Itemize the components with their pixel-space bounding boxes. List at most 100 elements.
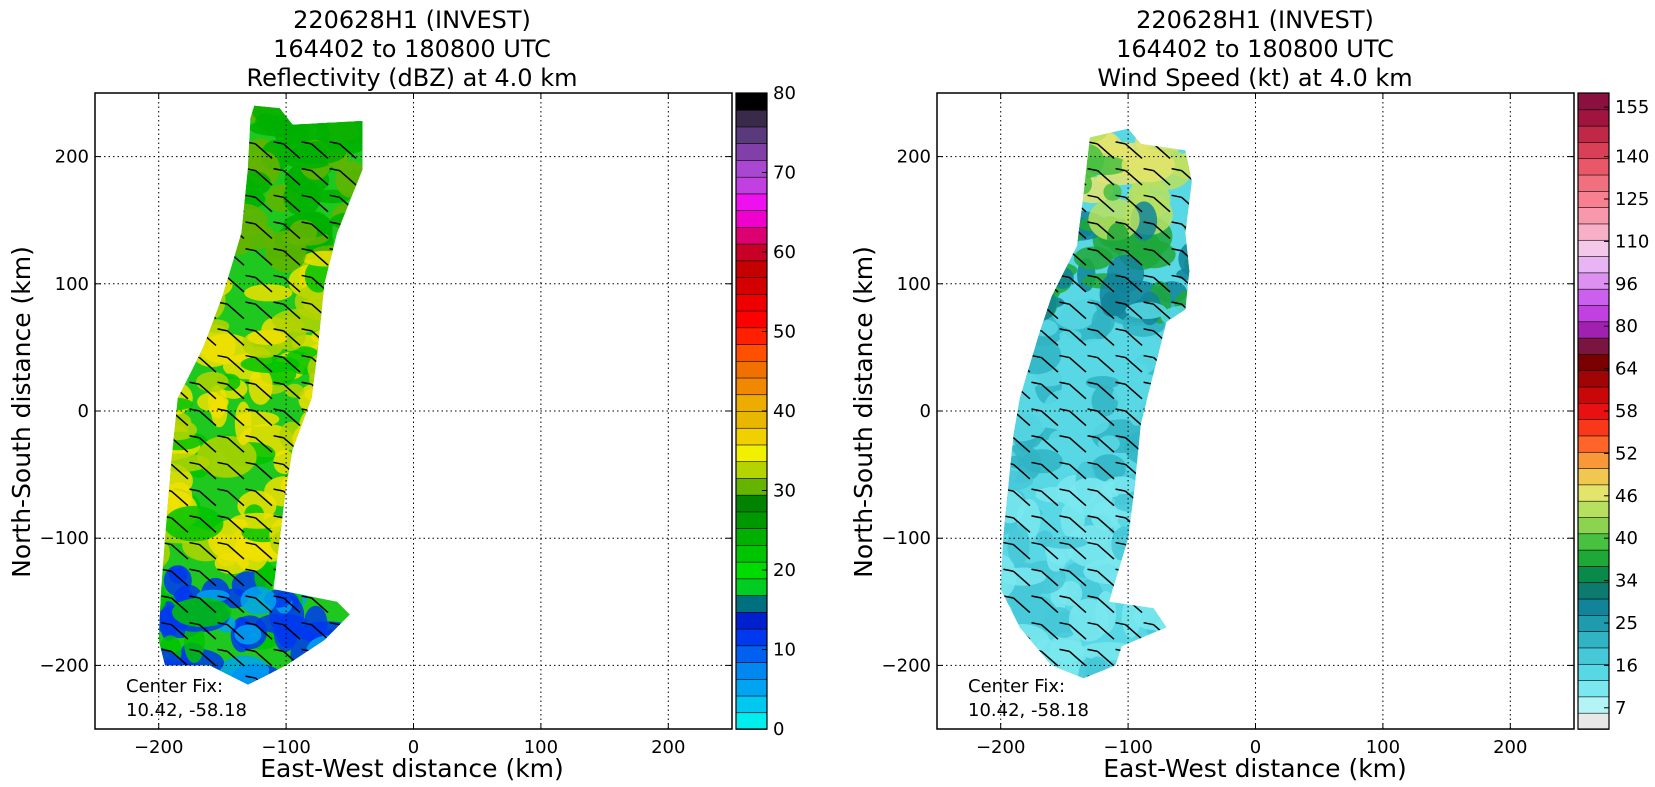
colorbar-swatch [1577,369,1610,388]
colorbar-tick-label: 52 [1615,443,1638,464]
wind-speed-panel: 220628H1 (INVEST) 164402 to 180800 UTC W… [849,6,1649,783]
colorbar-swatch [1577,109,1610,127]
colorbar-swatch [735,276,768,295]
chart-title-line-3: Wind Speed (kt) at 4.0 km [1097,64,1412,92]
colorbar-swatch [1577,157,1610,176]
center-fix-label: Center Fix: [968,676,1065,697]
colorbar-swatch [1577,467,1610,486]
y-tick-label: −100 [882,528,931,549]
colorbar-swatch [1577,435,1610,453]
colorbar-swatch [735,176,768,195]
colorbar-swatch [1577,239,1610,257]
colorbar-swatch [735,92,768,111]
colorbar-tick-label: 60 [773,242,796,263]
colorbar-swatch [1577,418,1610,437]
colorbar-tick-label: 110 [1615,231,1649,252]
colorbar-tick-label: 40 [1615,528,1638,549]
reflectivity-panel: 220628H1 (INVEST) 164402 to 180800 UTC R… [7,6,796,783]
colorbar-swatch [1577,255,1610,274]
colorbar-swatch [735,293,768,312]
colorbar-swatch [1577,598,1610,616]
colorbar-swatch [735,310,768,329]
colorbar-swatch [1577,484,1610,502]
colorbar-tick-label: 58 [1615,401,1638,422]
colorbar-swatch [735,410,768,429]
colorbar-swatch [735,159,768,178]
chart-title-line-2: 164402 to 180800 UTC [273,35,551,63]
y-axis-label: North-South distance (km) [7,246,36,578]
reflectivity-colorbar: 0 10 20 30 40 50 60 70 80 [735,83,796,740]
colorbar-tick-label: 16 [1615,655,1638,676]
colorbar-swatch [735,578,768,596]
chart-title-line-1: 220628H1 (INVEST) [1136,6,1374,34]
colorbar-swatch [735,527,768,546]
colorbar-tick-label: 96 [1615,274,1638,295]
colorbar-tick-label: 140 [1615,147,1649,168]
colorbar-swatch [1577,533,1610,551]
colorbar-swatch [735,360,768,379]
colorbar-swatch [735,377,768,396]
colorbar-swatch [1577,549,1610,567]
colorbar-swatch [735,427,768,446]
x-tick-label: 100 [1366,737,1400,758]
x-tick-label: 0 [1250,737,1261,758]
colorbar-swatch [735,494,768,513]
y-tick-label: 200 [55,147,89,168]
colorbar-tick-label: 40 [773,401,796,422]
colorbar-tick-label: 64 [1615,359,1638,380]
colorbar-swatch [735,661,768,680]
colorbar-swatch [735,511,768,529]
reflectivity-plot-area: −200 −100 0 100 200 −200 −100 0 100 200 [40,92,733,758]
colorbar-swatch [1577,125,1610,143]
colorbar-swatch [735,142,768,161]
wind-speed-colorbar: 7 16 25 34 40 46 52 58 64 80 96 110 125 140 155 [1577,92,1649,730]
x-tick-label: −200 [134,737,183,758]
colorbar-tick-label: 46 [1615,486,1638,507]
colorbar-tick-label: 70 [773,163,796,184]
colorbar-swatch [735,645,768,663]
colorbar-swatch [1577,516,1610,535]
colorbar-swatch [1577,696,1610,714]
colorbar-swatch [735,393,768,412]
x-tick-label: −200 [976,737,1025,758]
colorbar-swatch [735,460,768,479]
y-tick-label: −100 [40,528,89,549]
colorbar-tick-label: 7 [1615,698,1626,719]
center-fix-label: Center Fix: [126,676,223,697]
colorbar-swatch [1577,712,1610,730]
colorbar-swatch [735,327,768,345]
x-axis-label: East-West distance (km) [1103,754,1407,783]
colorbar-tick-label: 34 [1615,571,1638,592]
y-axis-label: North-South distance (km) [849,246,878,578]
colorbar-swatch [1577,321,1610,339]
x-tick-label: −100 [261,737,310,758]
colorbar-swatch [1577,304,1610,323]
colorbar-swatch [735,628,768,647]
colorbar-tick-label: 20 [773,560,796,581]
colorbar-swatch [1577,500,1610,518]
colorbar-swatch [735,477,768,496]
colorbar-swatch [735,444,768,463]
colorbar-tick-label: 25 [1615,613,1638,634]
chart-title-line-1: 220628H1 (INVEST) [293,6,531,34]
colorbar-tick-label: 0 [773,719,784,740]
colorbar-swatch [1577,223,1610,241]
x-tick-label: 200 [651,737,685,758]
colorbar-swatch [1577,581,1610,600]
center-fix-coords: 10.42, -58.18 [968,700,1089,721]
colorbar-swatch [1577,174,1610,192]
colorbar-swatch [735,260,768,278]
x-tick-label: 100 [524,737,558,758]
y-tick-label: 0 [920,401,931,422]
colorbar-swatch [735,611,768,630]
colorbar-swatch [1577,451,1610,469]
colorbar-tick-label: 155 [1615,97,1649,118]
colorbar-swatch [1577,679,1610,698]
colorbar-swatch [735,126,768,145]
colorbar-swatch [735,678,768,697]
x-tick-label: −100 [1103,737,1152,758]
colorbar-tick-label: 125 [1615,189,1649,210]
y-tick-label: 0 [78,401,89,422]
colorbar-swatch [735,711,768,730]
